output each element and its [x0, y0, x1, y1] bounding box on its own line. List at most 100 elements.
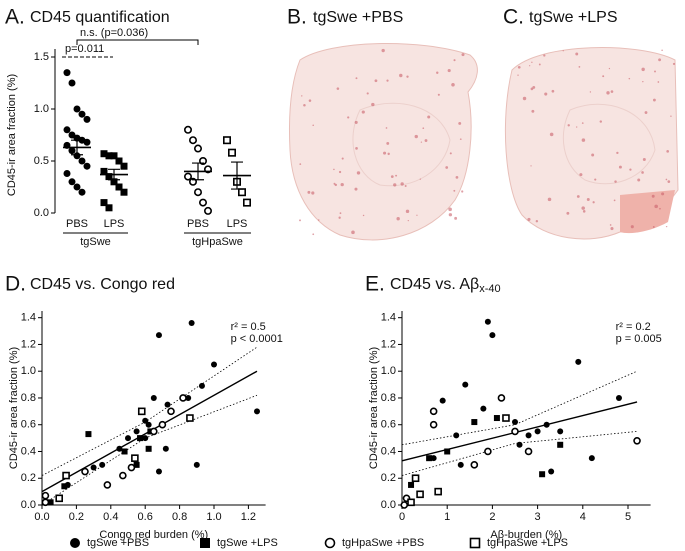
x-tick-label: LPS [104, 218, 125, 230]
point [81, 467, 89, 476]
fit-line [401, 401, 638, 462]
stain-dot [642, 80, 644, 83]
point [426, 455, 433, 462]
point [575, 358, 582, 365]
point [162, 445, 169, 452]
y-tick-label: 0.8 [381, 392, 396, 404]
stain-dot [299, 219, 301, 222]
point [525, 432, 532, 439]
stain-dot [312, 124, 314, 127]
point [539, 471, 546, 478]
brain-structure [562, 103, 656, 185]
y-tick-label: 1.0 [21, 365, 36, 377]
y-tick-label: 0.6 [381, 419, 396, 431]
point [120, 162, 128, 170]
y-tick-label: 0.2 [381, 472, 396, 484]
stain-dot [606, 91, 610, 95]
stain-dot [347, 116, 350, 119]
point [179, 394, 187, 402]
stain-dot [338, 170, 342, 174]
point [61, 483, 68, 490]
stain-dot [618, 165, 622, 169]
x-axis-label: Aβ-burden (%) [490, 529, 562, 541]
x-tick-label: 5 [625, 511, 631, 523]
point [99, 461, 106, 468]
stain-dot [317, 219, 320, 221]
point [193, 461, 200, 468]
point [73, 152, 81, 160]
point [434, 487, 442, 496]
point [512, 419, 518, 426]
stain-dot [455, 176, 459, 179]
stain-dot [333, 182, 336, 185]
title-subscript: x-40 [479, 283, 500, 295]
x-tick-label: 0 [399, 511, 405, 523]
stain-dot [665, 225, 668, 228]
y-tick-label: 1.0 [34, 103, 49, 115]
stain-dot [362, 214, 365, 217]
point [194, 188, 203, 197]
sem-bar [192, 162, 204, 181]
stain-dot [356, 171, 361, 175]
legend-marker [324, 537, 336, 549]
point [457, 461, 464, 468]
point [400, 501, 409, 509]
stain-dot [644, 111, 648, 114]
point [223, 136, 232, 145]
stain-dot [651, 194, 655, 198]
stain-dot [589, 91, 592, 93]
point [68, 147, 76, 155]
brain-structure [352, 102, 451, 187]
stain-dot [581, 206, 585, 210]
point [516, 441, 523, 448]
point [78, 157, 86, 165]
stain-dot [400, 182, 404, 186]
point [484, 447, 492, 456]
stain-dot [385, 127, 388, 129]
point [211, 361, 217, 368]
panel-letter: C. [503, 6, 524, 29]
x-tick-label: 0.2 [69, 511, 84, 523]
y-axis-label: CD45-ir area fraction (%) [8, 347, 20, 469]
brain-section [289, 43, 478, 241]
y-tick-label: 1.2 [21, 338, 36, 350]
stain-dot [308, 99, 312, 102]
stain-dot [543, 54, 546, 57]
point [204, 206, 213, 215]
point [68, 79, 76, 87]
legend-marker [70, 538, 80, 548]
point [78, 110, 86, 118]
stain-dot [383, 151, 387, 155]
point [105, 204, 113, 212]
stain-dot [529, 65, 531, 67]
point [615, 394, 622, 401]
stain-dot [416, 214, 418, 216]
stain-dot [614, 180, 617, 183]
legend-label: tgHpaSwe +PBS [342, 537, 424, 549]
stain-dot [386, 79, 389, 82]
stain-dot [608, 67, 611, 70]
group-label: tgHpaSwe [192, 236, 243, 248]
point [524, 447, 533, 456]
point [254, 408, 260, 415]
stain-dot [566, 211, 570, 215]
point [115, 183, 123, 191]
panel-letter: D. [5, 273, 26, 296]
point [119, 471, 127, 480]
sem-bar [108, 168, 120, 181]
point [430, 455, 437, 462]
stain-dot [576, 195, 580, 198]
point [184, 172, 193, 181]
stain-dot [652, 226, 655, 228]
stain-dot [575, 52, 579, 56]
stain-dot [661, 192, 665, 196]
panel-title: tgSwe +PBS [313, 9, 403, 26]
point [444, 448, 451, 455]
point [63, 126, 71, 134]
stain-dot [386, 141, 390, 145]
point [167, 407, 175, 416]
point [493, 415, 500, 422]
point [557, 428, 564, 435]
point [85, 431, 92, 438]
legend-label: tgSwe +LPS [217, 537, 278, 549]
